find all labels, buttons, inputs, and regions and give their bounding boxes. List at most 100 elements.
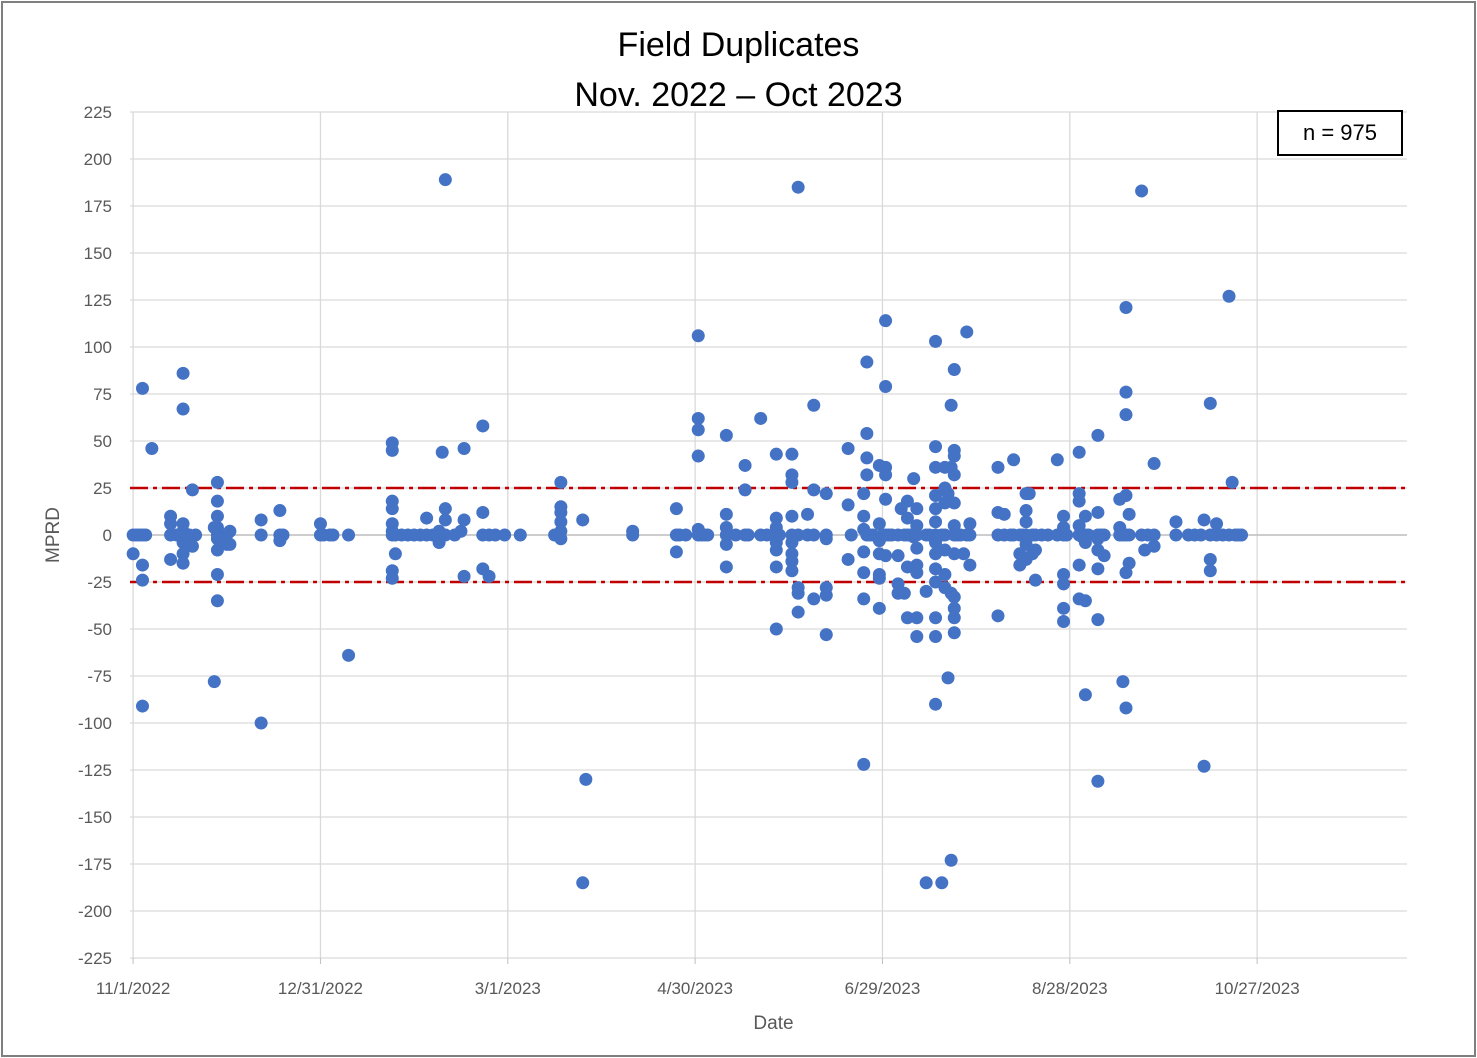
data-point	[1225, 475, 1239, 489]
x-tick-label: 11/1/2022	[96, 979, 170, 998]
y-tick-label: -125	[78, 761, 112, 780]
y-tick-label: 0	[103, 526, 112, 545]
data-point	[476, 505, 490, 519]
data-point	[1050, 453, 1064, 467]
data-point	[947, 547, 961, 561]
data-point	[719, 560, 733, 574]
data-point	[385, 502, 399, 516]
data-point	[1091, 428, 1105, 442]
data-point	[457, 513, 471, 527]
data-point	[844, 528, 858, 542]
data-point	[938, 567, 952, 581]
data-point	[420, 511, 434, 525]
data-point	[807, 398, 821, 412]
y-tick-label: -225	[78, 949, 112, 968]
data-point	[857, 757, 871, 771]
data-point	[947, 468, 961, 482]
data-point	[1097, 549, 1111, 563]
data-point	[957, 547, 971, 561]
data-point	[741, 528, 755, 542]
y-tick-label: -175	[78, 855, 112, 874]
data-point	[145, 442, 159, 456]
data-point	[910, 541, 924, 555]
data-point	[691, 329, 705, 343]
data-point	[719, 528, 733, 542]
data-point	[929, 697, 943, 711]
data-point	[679, 528, 693, 542]
data-point	[785, 509, 799, 523]
data-point	[1072, 558, 1086, 572]
data-point	[929, 502, 943, 516]
data-point	[819, 588, 833, 602]
data-point	[185, 539, 199, 553]
data-point	[891, 549, 905, 563]
data-point	[1122, 507, 1136, 521]
data-point	[991, 609, 1005, 623]
data-point	[207, 520, 221, 534]
data-point	[907, 472, 921, 486]
x-tick-label: 4/30/2023	[657, 979, 733, 998]
data-point	[879, 492, 893, 506]
data-point	[929, 562, 943, 576]
data-point	[857, 487, 871, 501]
data-point	[910, 611, 924, 625]
data-point	[438, 528, 452, 542]
data-point	[176, 402, 190, 416]
data-point	[1057, 614, 1071, 628]
data-point	[769, 560, 783, 574]
data-point	[879, 379, 893, 393]
data-point	[254, 513, 268, 527]
data-point	[1203, 396, 1217, 410]
data-point	[910, 630, 924, 644]
data-point	[910, 528, 924, 542]
data-point	[254, 716, 268, 730]
data-point	[1116, 675, 1130, 689]
data-point	[769, 511, 783, 525]
data-point	[135, 699, 149, 713]
data-point	[729, 528, 743, 542]
data-point	[554, 515, 568, 529]
data-point	[1235, 528, 1249, 542]
data-point	[1091, 613, 1105, 627]
data-point	[785, 554, 799, 568]
data-point	[929, 575, 943, 589]
data-point	[857, 566, 871, 580]
data-point	[719, 537, 733, 551]
data-point	[1019, 504, 1033, 518]
data-point	[935, 876, 949, 890]
data-point	[1057, 601, 1071, 615]
data-point	[857, 509, 871, 523]
data-point	[819, 628, 833, 642]
data-point	[476, 419, 490, 433]
data-point	[891, 577, 905, 591]
data-point	[772, 528, 786, 542]
data-point	[176, 556, 190, 570]
data-point	[554, 475, 568, 489]
data-point	[941, 671, 955, 685]
data-point	[276, 528, 290, 542]
data-point	[963, 517, 977, 531]
x-tick-label: 10/27/2023	[1215, 979, 1300, 998]
data-point	[929, 460, 943, 474]
data-point	[135, 558, 149, 572]
sample-count-label: n = 975	[1277, 110, 1403, 156]
data-point	[1091, 774, 1105, 788]
data-point	[513, 528, 527, 542]
y-tick-label: -100	[78, 714, 112, 733]
data-point	[857, 545, 871, 559]
data-point	[791, 586, 805, 600]
data-point	[388, 547, 402, 561]
data-point	[576, 513, 590, 527]
data-point	[1091, 505, 1105, 519]
y-axis-label: MPRD	[43, 507, 64, 563]
data-point	[1119, 301, 1133, 315]
data-point	[791, 528, 805, 542]
y-tick-label: -150	[78, 808, 112, 827]
data-point	[1119, 701, 1133, 715]
data-point	[929, 334, 943, 348]
data-point	[1203, 564, 1217, 578]
data-point	[207, 675, 221, 689]
data-point	[754, 411, 768, 425]
y-tick-label: 100	[84, 338, 112, 357]
